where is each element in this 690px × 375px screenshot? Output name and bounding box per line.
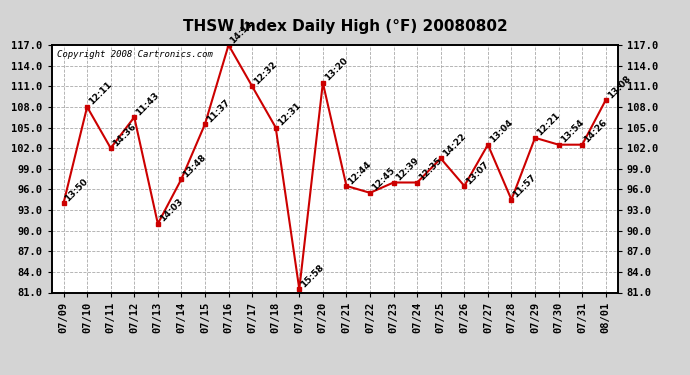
- Text: 13:20: 13:20: [323, 56, 349, 83]
- Text: 12:44: 12:44: [346, 159, 373, 186]
- Text: 13:50: 13:50: [63, 177, 90, 203]
- Text: 13:54: 13:54: [559, 118, 585, 145]
- Text: 12:11: 12:11: [87, 80, 114, 107]
- Text: 12:32: 12:32: [252, 60, 279, 86]
- Text: 11:43: 11:43: [135, 90, 161, 117]
- Text: 14:36: 14:36: [110, 122, 137, 148]
- Text: 12:21: 12:21: [535, 111, 562, 138]
- Text: 14:22: 14:22: [441, 132, 467, 158]
- Text: 12:35: 12:35: [417, 156, 444, 183]
- Text: 13:08: 13:08: [606, 74, 632, 100]
- Text: 14:11: 14:11: [228, 18, 255, 45]
- Text: 11:57: 11:57: [511, 173, 538, 200]
- Text: 15:58: 15:58: [299, 262, 326, 289]
- Text: THSW Index Daily High (°F) 20080802: THSW Index Daily High (°F) 20080802: [183, 19, 507, 34]
- Text: 13:04: 13:04: [488, 118, 515, 145]
- Text: 13:48: 13:48: [181, 152, 208, 179]
- Text: Copyright 2008 Cartronics.com: Copyright 2008 Cartronics.com: [57, 50, 213, 59]
- Text: 13:07: 13:07: [464, 159, 491, 186]
- Text: 11:37: 11:37: [205, 98, 232, 124]
- Text: 12:31: 12:31: [276, 101, 302, 128]
- Text: 12:39: 12:39: [393, 156, 420, 183]
- Text: 14:26: 14:26: [582, 118, 609, 145]
- Text: 14:03: 14:03: [158, 197, 184, 224]
- Text: 12:45: 12:45: [370, 166, 397, 193]
